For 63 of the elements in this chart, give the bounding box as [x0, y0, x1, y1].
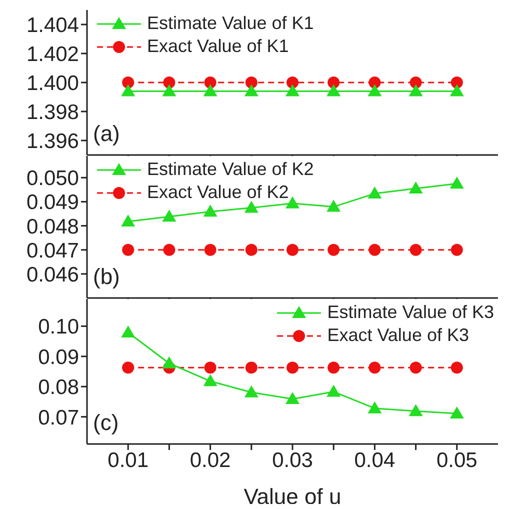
point — [121, 214, 136, 226]
y-tick-label: 0.08 — [38, 376, 79, 400]
x-tick-label: 0.05 — [436, 448, 478, 472]
point — [244, 385, 258, 398]
legend-label: Estimate Value of K2 — [147, 158, 314, 181]
annotation: (b) — [93, 264, 120, 290]
point — [122, 244, 134, 256]
point — [203, 204, 218, 217]
point — [408, 404, 423, 416]
x-tick-label: 0.03 — [272, 448, 313, 472]
y-tick-label: 1.398 — [26, 100, 79, 124]
point — [450, 362, 463, 374]
y-tick-label: 0.09 — [38, 346, 79, 369]
point — [410, 362, 422, 374]
point — [245, 362, 258, 374]
point — [450, 244, 463, 256]
y-tick-label: 0.047 — [26, 239, 79, 262]
point — [286, 196, 300, 208]
point — [122, 362, 134, 374]
point — [410, 244, 422, 256]
point — [245, 244, 258, 256]
annotation: (c) — [93, 410, 119, 436]
x-tick-label: 0.01 — [108, 448, 149, 472]
y-tick-label: 0.07 — [38, 406, 79, 430]
x-tick-label: 0.02 — [190, 448, 231, 472]
annotation: (a) — [93, 121, 120, 147]
y-tick-label: 1.400 — [26, 72, 79, 95]
point — [162, 210, 176, 222]
x-tick-label: 0.04 — [354, 448, 396, 472]
legend-label: Exact Value of K1 — [147, 35, 289, 58]
point — [408, 181, 423, 194]
point — [162, 356, 176, 368]
y-tick-label: 1.396 — [26, 130, 79, 153]
point — [368, 186, 382, 199]
point — [244, 200, 258, 213]
y-tick-label: 1.404 — [26, 14, 80, 37]
point — [450, 406, 464, 418]
point — [328, 362, 340, 374]
legend-label: Exact Value of K3 — [327, 324, 469, 347]
point — [286, 244, 298, 256]
y-tick-label: 0.046 — [26, 263, 79, 286]
point — [368, 244, 381, 256]
point — [163, 244, 176, 256]
point — [328, 244, 340, 256]
legend-label: Estimate Value of K3 — [327, 301, 494, 324]
y-tick-label: 1.402 — [26, 42, 79, 66]
point — [203, 374, 218, 386]
point — [326, 384, 341, 397]
point — [286, 362, 298, 374]
point — [450, 176, 464, 189]
y-tick-label: 0.050 — [26, 167, 79, 190]
point — [204, 362, 216, 374]
legend-label: Estimate Value of K1 — [147, 12, 314, 35]
x-axis-title: Value of u — [244, 484, 342, 509]
y-tick-label: 0.048 — [26, 215, 79, 238]
point — [368, 401, 382, 414]
y-tick-label: 0.10 — [38, 316, 79, 339]
point — [326, 200, 341, 212]
point — [286, 392, 300, 404]
point — [204, 244, 216, 256]
point — [368, 362, 381, 374]
y-tick-label: 0.049 — [26, 191, 79, 214]
legend-label: Exact Value of K2 — [147, 181, 289, 204]
